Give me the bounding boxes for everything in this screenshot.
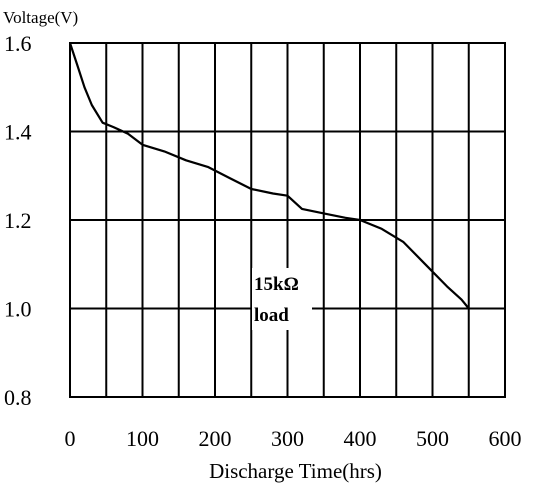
y-tick-label: 1.6	[4, 31, 32, 56]
x-tick-label: 200	[199, 426, 232, 451]
y-tick-label: 1.4	[4, 120, 32, 145]
series-layer	[68, 42, 470, 310]
y-tick-label: 1.0	[4, 297, 32, 322]
y-axis-label: Voltage(V)	[3, 8, 78, 27]
x-tick-label: 400	[344, 426, 377, 451]
plot-frame	[69, 42, 506, 398]
x-tick-label: 300	[271, 426, 304, 451]
annotation-load-label: load	[254, 305, 289, 326]
y-tick-label: 1.2	[4, 208, 32, 233]
x-tick-label: 600	[489, 426, 522, 451]
x-tick-label: 100	[126, 426, 159, 451]
annotation-load-value: 15kΩ	[254, 274, 299, 295]
tick-labels: 0 100 200 300 400 500 600 1.6 1.4 1.2 1.0 0.8	[4, 31, 522, 451]
x-tick-label: 0	[65, 426, 76, 451]
annotation-group: 15kΩ load	[252, 268, 312, 330]
y-tick-label: 0.8	[4, 385, 32, 410]
x-axis-label: Discharge Time(hrs)	[209, 459, 382, 483]
discharge-curve-line	[68, 42, 470, 310]
annotation-background	[252, 268, 312, 330]
x-tick-label: 500	[416, 426, 449, 451]
grid	[69, 42, 506, 398]
